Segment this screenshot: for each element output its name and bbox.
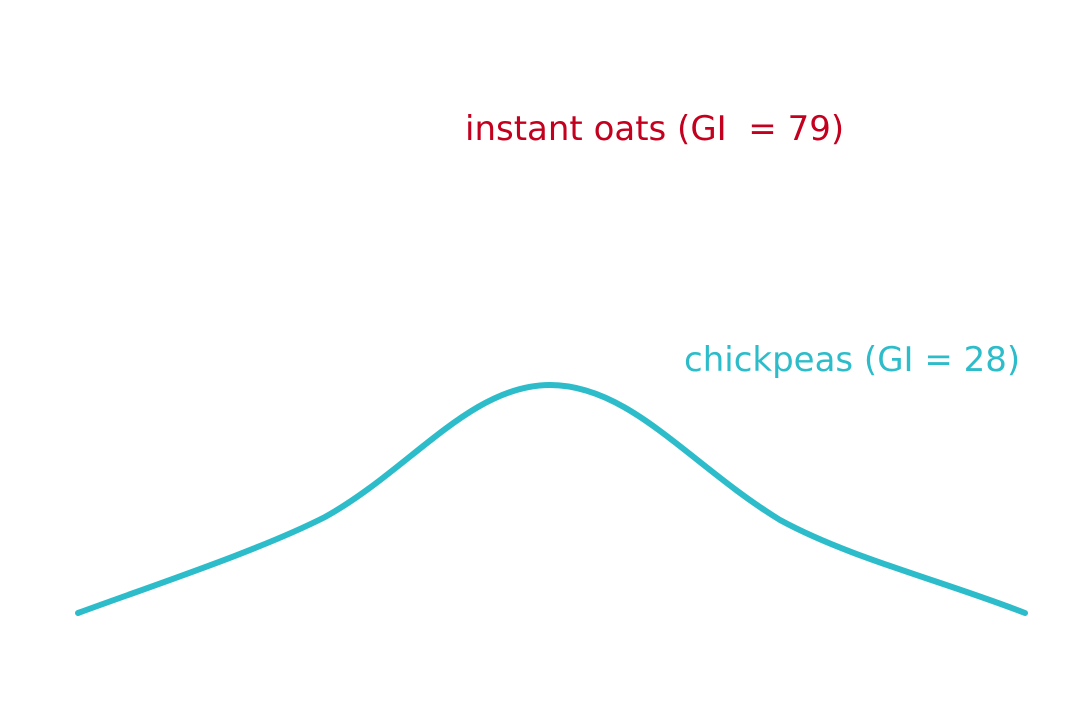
chickpeas-label: chickpeas (GI = 28)	[684, 340, 1020, 380]
oats-label: instant oats (GI = 79)	[465, 109, 844, 149]
response-curve	[75, 382, 1028, 616]
